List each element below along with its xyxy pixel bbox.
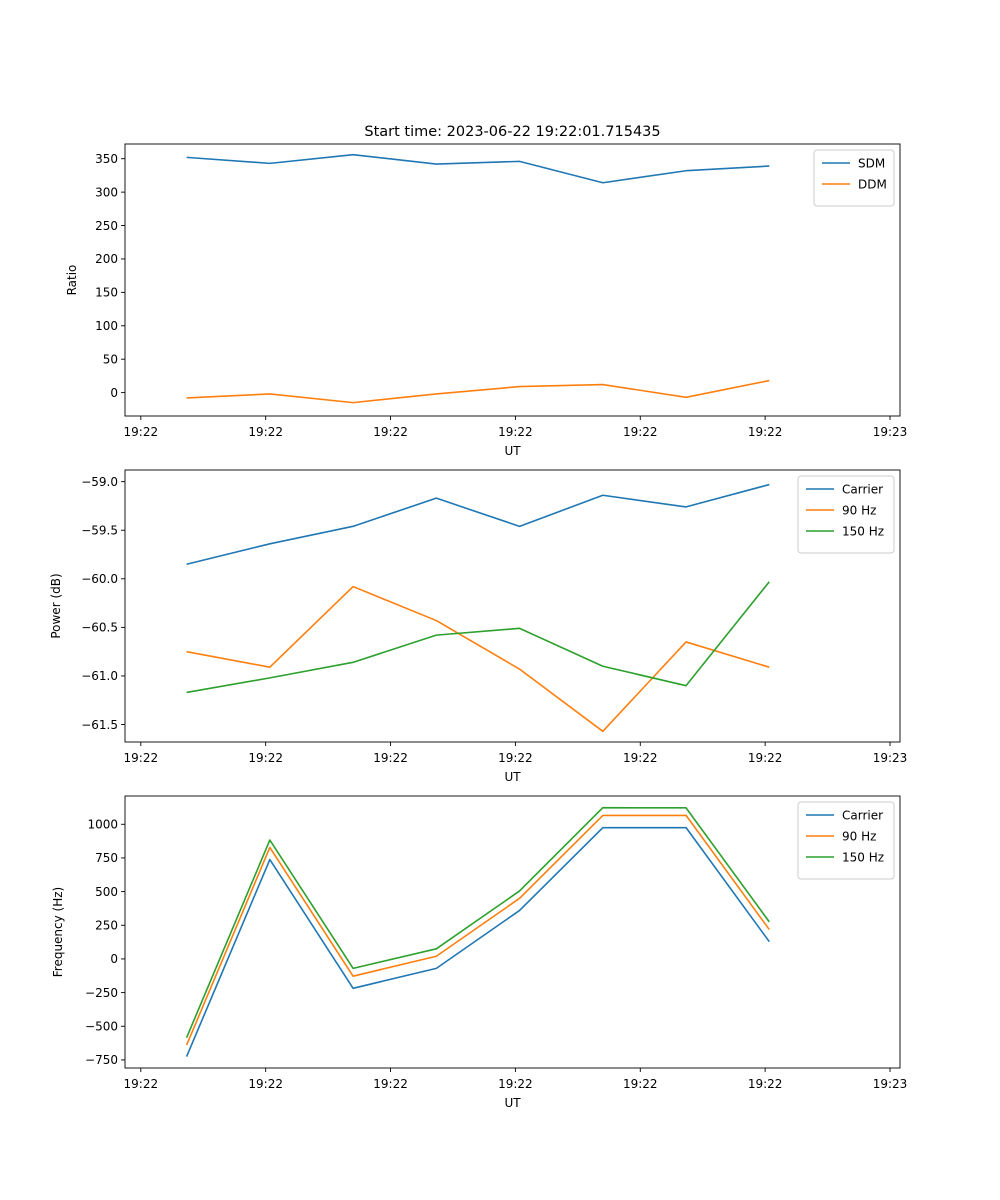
legend: Carrier 90 Hz 150 Hz bbox=[797, 801, 895, 880]
y-tick-label: −59.5 bbox=[81, 524, 118, 538]
legend-label: Carrier bbox=[842, 483, 883, 497]
x-tick-label: 19:22 bbox=[623, 1077, 658, 1091]
y-tick-label: −59.0 bbox=[81, 475, 118, 489]
legend-label: 150 Hz bbox=[842, 851, 884, 865]
y-tick-label: 1000 bbox=[87, 818, 118, 832]
subplot-3: 19:22 19:22 19:22 19:22 19:22 19:22 19:23 −750 −… bbox=[51, 795, 908, 1110]
x-tick-label: 19:22 bbox=[748, 751, 783, 765]
x-tick-label: 19:22 bbox=[748, 425, 783, 439]
series-line-150-hz bbox=[186, 581, 770, 694]
y-tick-label: 300 bbox=[95, 185, 118, 199]
legend-label: DDM bbox=[858, 178, 887, 192]
series-line-carrier bbox=[185, 826, 770, 1057]
subplots: 19:22 19:22 19:22 19:22 19:22 19:22 19:23 0 50 10… bbox=[49, 143, 908, 1110]
y-axis-label: Ratio bbox=[65, 265, 79, 296]
x-tick-label: 19:23 bbox=[873, 751, 908, 765]
x-tick-label: 19:22 bbox=[748, 1077, 783, 1091]
legend-label: Carrier bbox=[842, 809, 883, 823]
x-tick-label: 19:22 bbox=[373, 1077, 408, 1091]
y-tick-label: 0 bbox=[110, 386, 118, 400]
y-tick-label: 250 bbox=[95, 919, 118, 933]
series-line-carrier bbox=[186, 483, 770, 566]
legend: SDM DDM bbox=[813, 149, 895, 207]
y-tick-label: 0 bbox=[110, 952, 118, 966]
series-line-sdm bbox=[186, 153, 770, 184]
y-tick-label: 50 bbox=[103, 352, 118, 366]
y-tick-label: 350 bbox=[95, 152, 118, 166]
x-tick-label: 19:22 bbox=[498, 751, 533, 765]
x-tick-label: 19:22 bbox=[248, 1077, 283, 1091]
x-tick-label: 19:22 bbox=[373, 425, 408, 439]
legend: Carrier 90 Hz 150 Hz bbox=[797, 475, 895, 554]
x-tick-label: 19:22 bbox=[498, 425, 533, 439]
axes-frame bbox=[124, 469, 901, 743]
y-tick-label: −500 bbox=[85, 1020, 118, 1034]
series-line-90-hz bbox=[186, 585, 770, 733]
y-tick-label: −61.5 bbox=[81, 718, 118, 732]
y-tick-label: −750 bbox=[85, 1053, 118, 1067]
legend-label: 90 Hz bbox=[842, 830, 876, 844]
legend-box bbox=[797, 475, 895, 554]
axes-frame bbox=[124, 795, 901, 1069]
x-tick-label: 19:22 bbox=[124, 751, 159, 765]
x-axis-label: UT bbox=[504, 444, 521, 458]
x-tick-label: 19:23 bbox=[873, 1077, 908, 1091]
x-axis-label: UT bbox=[504, 1096, 521, 1110]
y-tick-label: −60.0 bbox=[81, 572, 118, 586]
series-line-ddm bbox=[186, 379, 770, 404]
x-tick-label: 19:22 bbox=[124, 425, 159, 439]
y-tick-label: −250 bbox=[85, 986, 118, 1000]
legend-label: 150 Hz bbox=[842, 525, 884, 539]
y-tick-label: 100 bbox=[95, 319, 118, 333]
subplot-2: 19:22 19:22 19:22 19:22 19:22 19:22 19:23 −61.5… bbox=[49, 469, 908, 784]
axes-frame bbox=[124, 143, 901, 417]
x-tick-label: 19:22 bbox=[373, 751, 408, 765]
y-tick-label: −61.0 bbox=[81, 669, 118, 683]
series-line-150-hz bbox=[185, 806, 770, 1039]
figure-title: Start time: 2023-06-22 19:22:01.715435 bbox=[364, 124, 660, 140]
y-tick-label: 250 bbox=[95, 219, 118, 233]
legend-label: 90 Hz bbox=[842, 504, 876, 518]
x-tick-label: 19:22 bbox=[623, 425, 658, 439]
x-tick-label: 19:23 bbox=[873, 425, 908, 439]
y-tick-label: 750 bbox=[95, 851, 118, 865]
x-tick-label: 19:22 bbox=[124, 1077, 159, 1091]
y-axis-label: Power (dB) bbox=[49, 573, 63, 638]
legend-box bbox=[797, 801, 895, 880]
x-tick-label: 19:22 bbox=[623, 751, 658, 765]
series-line-90-hz bbox=[185, 814, 770, 1046]
legend-label: SDM bbox=[858, 157, 885, 171]
legend-box bbox=[813, 149, 895, 207]
y-tick-label: −60.5 bbox=[81, 621, 118, 635]
y-axis-label: Frequency (Hz) bbox=[51, 887, 65, 978]
x-tick-label: 19:22 bbox=[248, 425, 283, 439]
x-tick-label: 19:22 bbox=[248, 751, 283, 765]
y-tick-label: 150 bbox=[95, 286, 118, 300]
y-tick-label: 200 bbox=[95, 252, 118, 266]
y-tick-label: 500 bbox=[95, 885, 118, 899]
x-axis-label: UT bbox=[504, 770, 521, 784]
x-tick-label: 19:22 bbox=[498, 1077, 533, 1091]
subplot-1: 19:22 19:22 19:22 19:22 19:22 19:22 19:23 0 50 10… bbox=[65, 143, 908, 458]
